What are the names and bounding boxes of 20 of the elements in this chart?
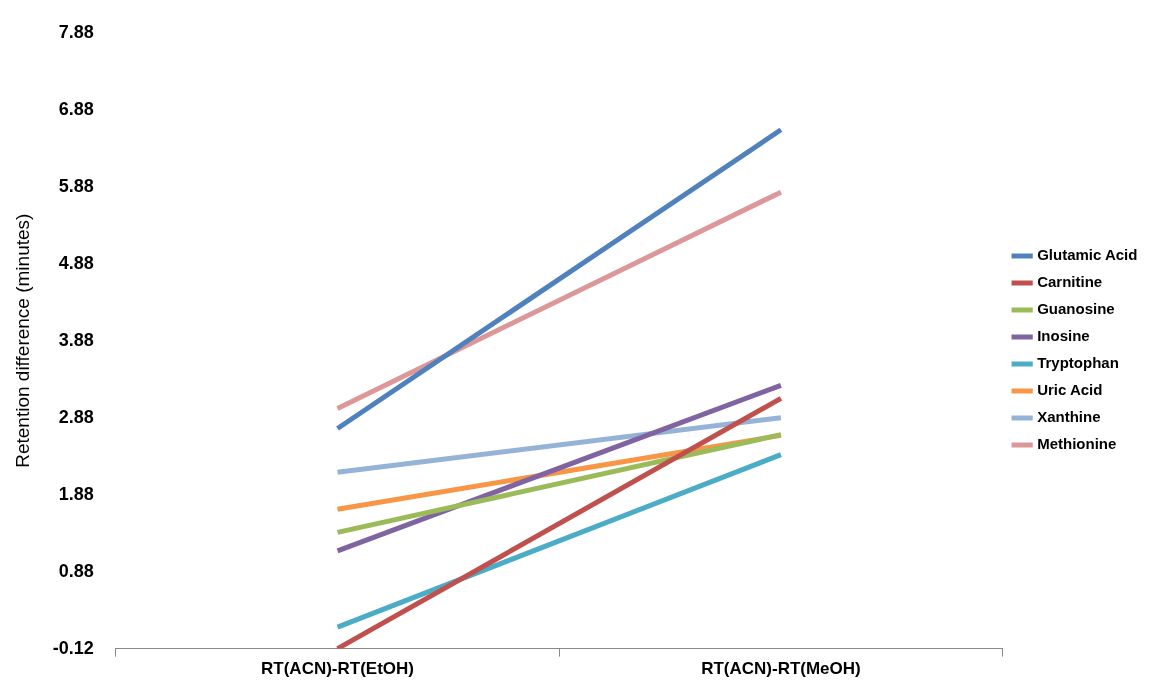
- y-tick-label: 1.88: [58, 483, 94, 504]
- legend-label: Tryptophan: [1037, 354, 1119, 372]
- legend-label: Methionine: [1037, 435, 1117, 453]
- legend-label: Guanosine: [1037, 300, 1115, 318]
- legend-label: Glutamic Acid: [1037, 246, 1138, 264]
- legend-label: Inosine: [1037, 327, 1090, 345]
- y-tick-label: 7.88: [58, 21, 94, 42]
- y-axis-title: Retention difference (minutes): [11, 213, 33, 468]
- y-tick-label: 0.88: [58, 560, 94, 581]
- y-tick-label: 4.88: [58, 252, 94, 273]
- y-tick-label: 5.88: [58, 175, 94, 196]
- legend-label: Carnitine: [1037, 273, 1103, 291]
- y-tick-label: 3.88: [58, 329, 94, 350]
- y-tick-label: -0.12: [52, 637, 94, 658]
- x-tick-label: RT(ACN)-RT(EtOH): [261, 659, 415, 679]
- y-tick-label: 2.88: [58, 406, 94, 427]
- y-tick-label: 6.88: [58, 98, 94, 119]
- legend-label: Xanthine: [1037, 408, 1101, 426]
- x-tick-label: RT(ACN)-RT(MeOH): [701, 659, 861, 679]
- legend-label: Uric Acid: [1037, 381, 1103, 399]
